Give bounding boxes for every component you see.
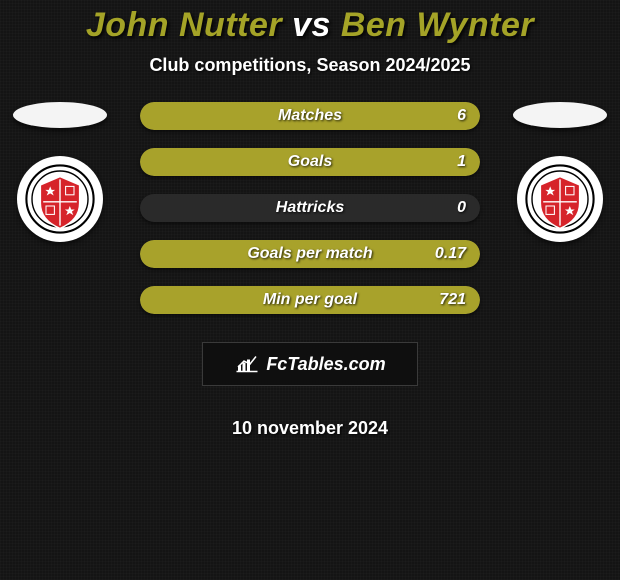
stat-label: Min per goal	[263, 291, 357, 309]
stat-label: Matches	[278, 107, 342, 125]
chart-icon	[234, 355, 260, 373]
player-a-club-crest	[17, 156, 103, 242]
stat-bar: Matches 6	[140, 102, 480, 130]
stat-value-right: 721	[439, 291, 466, 309]
stats-column: Matches 6 Goals 1 Hattricks 0 Goals per match 0…	[110, 102, 510, 439]
title-vs: vs	[282, 6, 341, 44]
snapshot-date: 10 november 2024	[232, 418, 388, 439]
stat-bar: Hattricks 0	[140, 194, 480, 222]
stat-value-right: 0	[457, 199, 466, 217]
stat-bar-text: Min per goal 721	[140, 286, 480, 314]
stat-value-right: 1	[457, 153, 466, 171]
stat-bar: Goals per match 0.17	[140, 240, 480, 268]
stat-value-right: 0.17	[435, 245, 466, 263]
stat-bar: Min per goal 721	[140, 286, 480, 314]
stat-value-right: 6	[457, 107, 466, 125]
club-crest-icon	[525, 164, 595, 234]
stat-label: Goals per match	[247, 245, 372, 263]
player-a-photo-placeholder	[13, 102, 107, 128]
left-player-column	[10, 102, 110, 242]
page-title: John Nutter vs Ben Wynter	[0, 6, 620, 45]
club-crest-icon	[25, 164, 95, 234]
brand-text: FcTables.com	[266, 354, 385, 375]
title-player-b: Ben Wynter	[341, 6, 534, 44]
stat-label: Goals	[288, 153, 332, 171]
brand-watermark: FcTables.com	[202, 342, 418, 386]
player-b-photo-placeholder	[513, 102, 607, 128]
player-b-club-crest	[517, 156, 603, 242]
stat-bar: Goals 1	[140, 148, 480, 176]
stat-bar-text: Matches 6	[140, 102, 480, 130]
subtitle: Club competitions, Season 2024/2025	[0, 55, 620, 76]
right-player-column	[510, 102, 610, 242]
title-player-a: John Nutter	[86, 6, 282, 44]
stat-bar-text: Goals 1	[140, 148, 480, 176]
stat-label: Hattricks	[276, 199, 344, 217]
stat-bar-text: Hattricks 0	[140, 194, 480, 222]
stat-bar-text: Goals per match 0.17	[140, 240, 480, 268]
